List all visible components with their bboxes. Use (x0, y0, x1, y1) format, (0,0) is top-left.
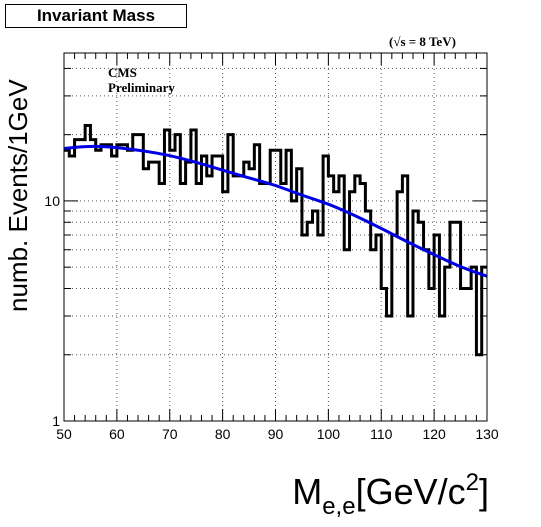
x-tick-label: 80 (215, 426, 231, 442)
x-tick-label: 90 (268, 426, 284, 442)
x-axis-label: Me,e[GeV/c2] (292, 469, 489, 520)
chart-title: Invariant Mass (5, 4, 187, 28)
x-axis-label-sup: 2 (466, 469, 479, 496)
plot-frame (63, 52, 488, 422)
experiment-label: CMS (108, 65, 137, 80)
x-tick-label: 60 (109, 426, 125, 442)
status-label: Preliminary (108, 80, 175, 95)
histogram-series (64, 124, 487, 357)
x-tick-label: 70 (162, 426, 178, 442)
x-tick-label: 120 (422, 426, 446, 442)
x-axis-label-close: ] (479, 471, 489, 512)
y-axis-label: numb. Events/1GeV (3, 79, 33, 312)
x-axis-label-main: M (292, 471, 322, 512)
energy-label: (√s = 8 TeV) (389, 34, 456, 49)
x-tick-label: 100 (317, 426, 341, 442)
x-axis-label-unit: [GeV/c (356, 471, 466, 512)
fit-curve (63, 144, 488, 278)
x-tick-label: 110 (370, 426, 393, 442)
x-tick-label: 130 (475, 426, 499, 442)
y-tick-label: 10 (44, 193, 60, 209)
x-tick-label: 50 (56, 426, 72, 442)
x-axis-label-sub: e,e (322, 493, 355, 520)
y-tick-label: 1 (52, 413, 60, 429)
